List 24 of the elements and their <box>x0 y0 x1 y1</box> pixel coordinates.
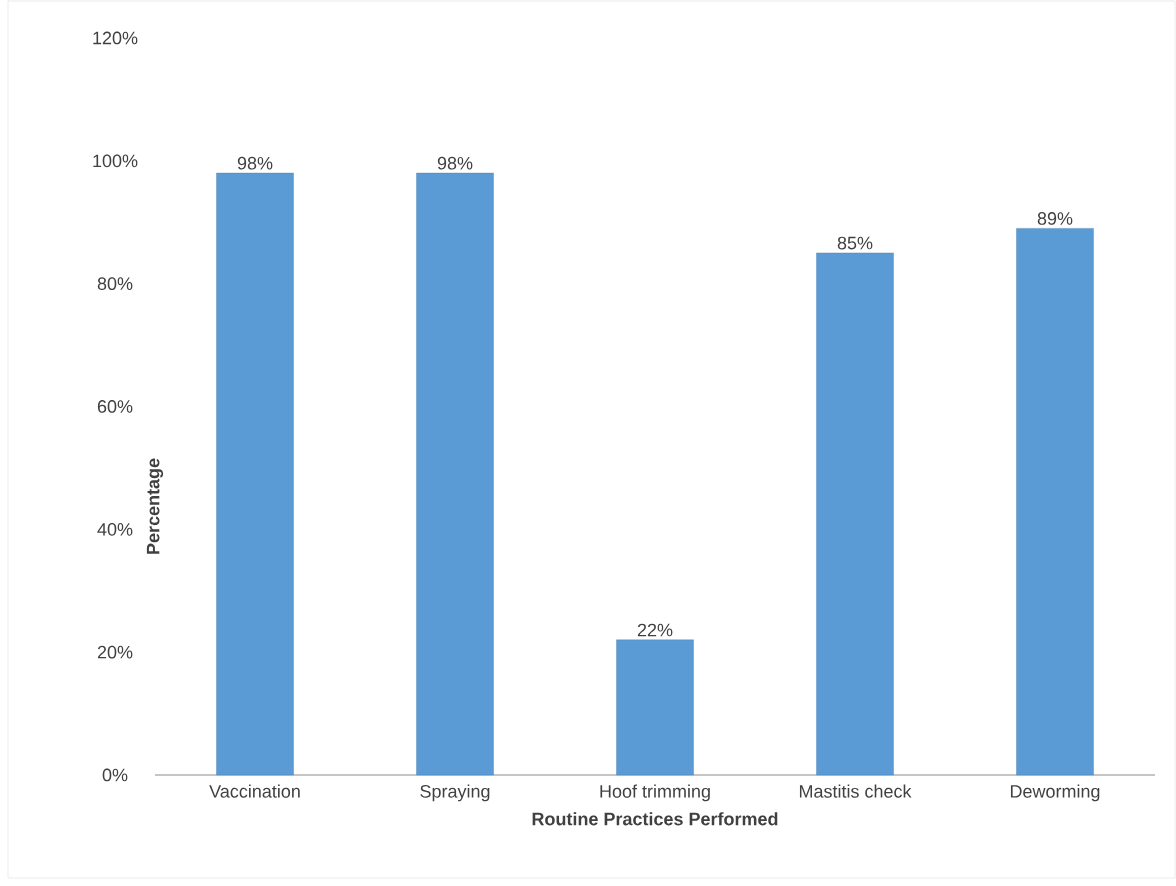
data-label: 22% <box>637 623 673 637</box>
bar <box>1016 228 1094 776</box>
y-tick-label: 120% <box>93 31 138 45</box>
x-tick-label: Deworming <box>1010 784 1100 802</box>
data-label: 98% <box>437 156 473 170</box>
y-tick-label: 20% <box>97 645 133 659</box>
bar <box>616 639 694 776</box>
x-tick-label: Hoof trimming <box>600 784 710 802</box>
y-axis-title: Percentage <box>146 458 164 554</box>
data-label: 98% <box>237 156 273 170</box>
y-tick-label: 80% <box>97 277 133 291</box>
y-tick-label: 100% <box>93 154 138 168</box>
x-axis-title: Routine Practices Performed <box>532 812 778 826</box>
y-tick-label: 40% <box>97 522 133 536</box>
y-tick-label: 60% <box>97 400 133 413</box>
x-tick-label: Spraying <box>420 784 490 802</box>
bar <box>816 252 894 776</box>
x-tick-label: Vaccination <box>209 784 300 798</box>
y-tick-label: 0% <box>102 768 128 782</box>
bar <box>216 172 294 776</box>
data-label: 85% <box>837 236 873 250</box>
data-label: 89% <box>1037 212 1073 225</box>
bar <box>416 172 494 776</box>
x-tick-label: Mastitis check <box>799 784 912 798</box>
